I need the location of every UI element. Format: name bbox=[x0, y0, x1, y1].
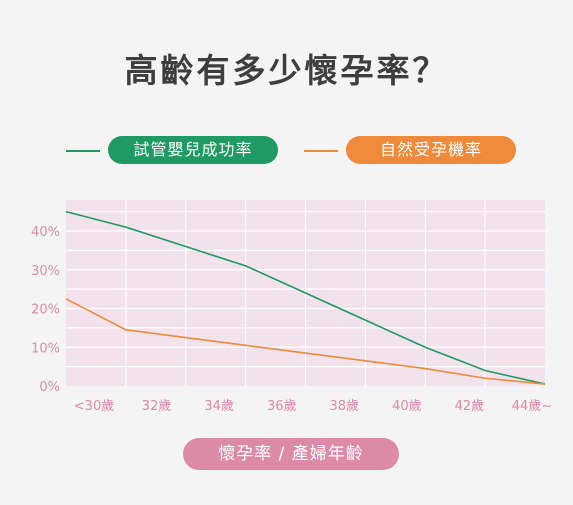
plot-area: 0% 10% 20% 30% 40% <30歲 32歲 34歲 36歲 38歲 40歲 42歲 44歲~ bbox=[31, 200, 552, 414]
x-tick-label: 36歲 bbox=[267, 399, 297, 414]
y-tick-label: 40% bbox=[31, 225, 60, 240]
legend-natural-line bbox=[304, 150, 338, 152]
x-tick-label: 44歲~ bbox=[512, 399, 552, 414]
y-tick-label: 30% bbox=[31, 264, 60, 279]
x-tick-label: 40歲 bbox=[392, 399, 422, 414]
y-tick-label: 0% bbox=[39, 380, 60, 395]
legend-ivf-line bbox=[66, 150, 100, 152]
x-tick-label: 38歲 bbox=[330, 399, 360, 414]
series-line-natural bbox=[65, 298, 546, 385]
x-axis-label: 懷孕率 / 產婦年齡 bbox=[183, 438, 399, 470]
y-tick-label: 20% bbox=[31, 303, 60, 318]
legend-natural-label: 自然受孕機率 bbox=[346, 136, 516, 164]
x-tick-label: 34歲 bbox=[204, 399, 234, 414]
line-chart: 0% 10% 20% 30% 40% <30歲 32歲 34歲 36歲 38歲 40歲 42歲 44歲~ bbox=[31, 200, 552, 414]
series-line-ivf bbox=[65, 210, 546, 385]
legend-ivf-label: 試管嬰兒成功率 bbox=[108, 136, 278, 164]
x-tick-label: 32歲 bbox=[142, 399, 172, 414]
x-tick-label: 42歲 bbox=[455, 399, 485, 414]
x-tick-label: <30歲 bbox=[74, 399, 114, 414]
y-tick-label: 10% bbox=[31, 341, 60, 356]
chart-title: 高齡有多少懷孕率？ bbox=[124, 51, 449, 90]
